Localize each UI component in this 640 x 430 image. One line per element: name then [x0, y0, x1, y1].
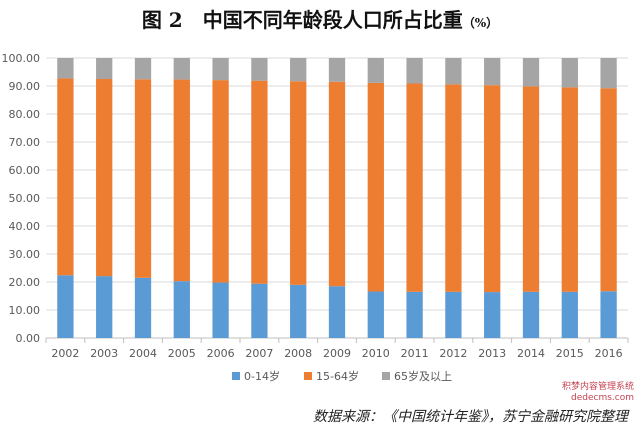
bar-segment	[251, 283, 268, 338]
bar-segment	[484, 292, 501, 338]
bar-segment	[96, 276, 113, 338]
bar-segment	[251, 58, 268, 81]
y-tick-label: 90.00	[9, 80, 41, 93]
bar-segment	[328, 286, 346, 338]
bar-segment	[328, 58, 346, 82]
y-tick-label: 70.00	[9, 136, 41, 149]
bar-segment	[484, 58, 501, 86]
y-tick-label: 30.00	[9, 248, 41, 261]
x-tick-label: 2010	[362, 347, 390, 360]
bar-segment	[173, 79, 190, 282]
bar-segment	[290, 58, 307, 82]
y-tick-label: 20.00	[9, 276, 41, 289]
bar-segment	[212, 58, 229, 81]
bar-segment	[134, 277, 152, 338]
watermark-line1: 积梦内容管理系统	[561, 382, 634, 392]
bar-segment	[290, 284, 307, 338]
bar-segment	[96, 79, 113, 277]
stacked-bar-chart: 0.00 10.00 20.00 30.00 40.00 50.00 60.00 70.00 8…	[2, 52, 629, 383]
x-tick-label: 2016	[595, 347, 623, 360]
bar-segment	[57, 78, 74, 276]
x-tick-label: 2015	[556, 347, 584, 360]
bar-segment	[96, 58, 113, 79]
bar-segment	[600, 88, 617, 292]
chart-title-unit: （%）	[462, 16, 499, 30]
bar-segment	[367, 291, 384, 338]
y-tick-label: 50.00	[9, 192, 41, 205]
x-tick-label: 2013	[478, 347, 506, 360]
y-tick-label: 10.00	[9, 304, 41, 317]
bar-segment	[173, 58, 190, 80]
bar-segment	[406, 83, 423, 292]
bar-segment	[212, 80, 229, 283]
y-tick-label: 80.00	[9, 108, 41, 121]
bar-segment	[561, 58, 578, 88]
y-tick-label: 40.00	[9, 220, 41, 233]
bar-segment	[406, 291, 423, 338]
x-tick-label: 2002	[51, 347, 79, 360]
watermark-line2: dedecms.com	[571, 393, 634, 403]
bar-segment	[173, 281, 190, 338]
x-tick-label: 2012	[439, 347, 467, 360]
bar-segment	[445, 291, 462, 338]
bar-segment	[561, 291, 578, 338]
bar-segment	[600, 58, 617, 89]
x-tick-label: 2004	[129, 347, 157, 360]
bar-segment	[367, 58, 384, 83]
bar-segment	[57, 275, 74, 338]
x-tick-label: 2007	[245, 347, 273, 360]
x-tick-label: 2003	[90, 347, 118, 360]
x-tick-label: 2009	[323, 347, 351, 360]
x-tick-label: 2006	[207, 347, 235, 360]
bar-segment	[134, 79, 152, 278]
bar-segment	[445, 58, 462, 85]
watermark: 积梦内容管理系统 dedecms.com	[562, 382, 634, 404]
bar-segment	[367, 82, 384, 292]
legend-swatch	[382, 372, 390, 380]
source-note: 数据来源：《中国统计年鉴》，苏宁金融研究院整理	[313, 409, 628, 425]
legend-label: 65岁及以上	[394, 369, 452, 383]
legend-swatch	[304, 372, 312, 380]
x-tick-label: 2011	[401, 347, 429, 360]
bar-segment	[600, 291, 617, 338]
bar-segment	[290, 81, 307, 285]
bar-segment	[522, 58, 540, 87]
bar-segment	[484, 85, 501, 293]
bar-segment	[522, 86, 540, 292]
chart-title-main: 图 2 中国不同年龄段人口所占比重	[141, 8, 463, 32]
legend-label: 15-64岁	[316, 369, 359, 383]
y-tick-label: 100.00	[2, 52, 41, 65]
x-tick-label: 2014	[517, 347, 545, 360]
legend-label: 0-14岁	[244, 369, 280, 383]
legend-swatch	[232, 372, 240, 380]
bar-segment	[134, 58, 152, 80]
bar-segment	[406, 58, 423, 84]
x-tick-label: 2005	[168, 347, 196, 360]
y-tick-label: 0.00	[16, 332, 41, 345]
bar-segment	[445, 84, 462, 292]
bar-segment	[251, 80, 268, 284]
bar-segment	[561, 87, 578, 292]
chart-title: 图 2 中国不同年龄段人口所占比重（%）	[0, 4, 640, 33]
x-tick-label: 2008	[284, 347, 312, 360]
bar-segment	[328, 81, 346, 287]
bar-segment	[212, 282, 229, 338]
y-tick-label: 60.00	[9, 164, 41, 177]
bar-segment	[522, 291, 540, 338]
bar-segment	[57, 58, 74, 79]
